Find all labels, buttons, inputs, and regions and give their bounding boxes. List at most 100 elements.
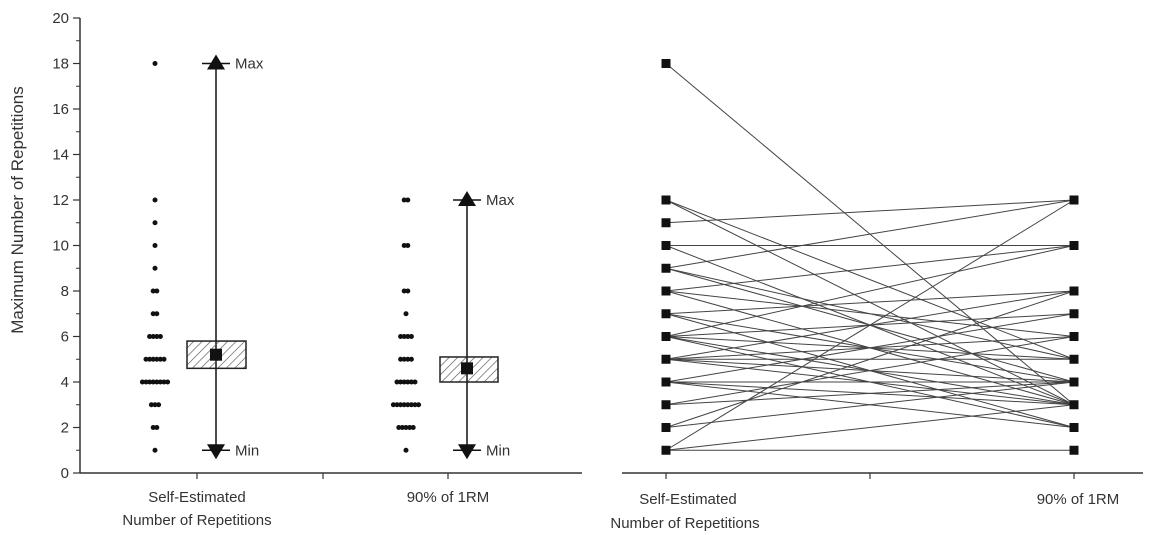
min-marker bbox=[458, 444, 476, 460]
mean-marker bbox=[461, 362, 473, 375]
data-point bbox=[143, 379, 149, 385]
data-point bbox=[405, 197, 411, 203]
data-point bbox=[398, 356, 404, 362]
data-point bbox=[156, 402, 162, 408]
data-point bbox=[405, 402, 411, 408]
data-point bbox=[150, 425, 156, 430]
y-tick-label-4: 4 bbox=[61, 374, 69, 391]
right-value-marker bbox=[1069, 286, 1079, 296]
data-point bbox=[405, 288, 411, 294]
data-point bbox=[154, 288, 160, 294]
data-point bbox=[408, 379, 414, 385]
subject-line bbox=[665, 199, 1075, 224]
left-value-marker bbox=[661, 332, 671, 341]
data-point bbox=[152, 265, 158, 271]
y-tick-label-0: 0 bbox=[61, 465, 69, 482]
data-point bbox=[408, 356, 414, 362]
y-tick-label-18: 18 bbox=[52, 56, 69, 73]
subject-line bbox=[665, 290, 1075, 428]
right-chart-axes bbox=[622, 472, 1143, 479]
subject-line bbox=[665, 381, 1075, 428]
y-tick-label-10: 10 bbox=[52, 238, 69, 255]
data-point bbox=[150, 288, 156, 294]
subject-line bbox=[665, 290, 1075, 337]
data-point bbox=[152, 197, 158, 203]
left-category-label-1-line2: Number of Repetitions bbox=[122, 512, 271, 529]
data-point bbox=[408, 334, 414, 339]
right-value-marker bbox=[1069, 309, 1079, 319]
data-point bbox=[396, 425, 402, 430]
max-label: Max bbox=[235, 56, 264, 73]
data-point bbox=[152, 402, 158, 408]
data-point bbox=[401, 356, 407, 362]
data-point bbox=[154, 334, 160, 339]
data-point bbox=[398, 402, 404, 408]
data-point bbox=[147, 379, 153, 385]
right-value-marker bbox=[1069, 423, 1079, 432]
y-tick-label-16: 16 bbox=[52, 101, 69, 118]
left-value-marker bbox=[661, 263, 671, 273]
data-point bbox=[152, 61, 158, 66]
data-point bbox=[410, 425, 416, 430]
data-point bbox=[147, 334, 153, 339]
left-value-marker bbox=[661, 309, 671, 319]
left-value-marker bbox=[661, 445, 671, 455]
data-point bbox=[403, 311, 409, 317]
left-value-marker bbox=[661, 218, 671, 228]
data-point bbox=[152, 243, 158, 248]
y-tick-label-6: 6 bbox=[61, 329, 69, 346]
subject-line bbox=[665, 404, 1075, 451]
data-point bbox=[412, 379, 418, 385]
left-value-marker bbox=[661, 286, 671, 296]
left-value-marker bbox=[661, 423, 671, 432]
data-point bbox=[405, 243, 411, 248]
data-point bbox=[398, 334, 404, 339]
data-point bbox=[154, 425, 160, 430]
subject-line bbox=[665, 199, 1075, 451]
data-point bbox=[401, 197, 407, 203]
data-point bbox=[154, 379, 160, 385]
data-point bbox=[398, 379, 404, 385]
left-value-marker bbox=[661, 377, 671, 387]
mean-marker bbox=[210, 348, 222, 361]
data-point bbox=[154, 311, 160, 317]
left-value-marker bbox=[661, 354, 671, 364]
left-value-marker bbox=[661, 241, 671, 250]
right-value-marker bbox=[1069, 195, 1079, 205]
data-point bbox=[401, 334, 407, 339]
data-point bbox=[401, 243, 407, 248]
data-point bbox=[150, 356, 156, 362]
subject-line bbox=[665, 336, 1075, 406]
data-point bbox=[416, 402, 422, 408]
left-category-label-1-line1: Self-Estimated bbox=[148, 489, 246, 506]
right-value-marker bbox=[1069, 377, 1079, 387]
subject-line bbox=[665, 245, 1075, 292]
data-point bbox=[405, 356, 411, 362]
data-point bbox=[157, 379, 163, 385]
right-value-marker bbox=[1069, 354, 1079, 364]
data-point bbox=[403, 425, 409, 430]
y-tick-label-20: 20 bbox=[52, 10, 69, 27]
data-point bbox=[407, 425, 413, 430]
right-chart-markers bbox=[661, 59, 1079, 455]
data-point bbox=[154, 356, 160, 362]
data-point bbox=[403, 447, 409, 453]
y-axis-label: Maximum Number of Repetitions bbox=[8, 86, 27, 334]
data-point bbox=[150, 379, 156, 385]
data-point bbox=[408, 402, 414, 408]
y-tick-label-14: 14 bbox=[52, 147, 69, 164]
data-point bbox=[147, 356, 153, 362]
data-point bbox=[401, 288, 407, 294]
y-tick-label-12: 12 bbox=[52, 192, 69, 209]
right-category-label-1-line2: Number of Repetitions bbox=[610, 515, 759, 532]
y-tick-label-2: 2 bbox=[61, 420, 69, 437]
data-point bbox=[401, 402, 407, 408]
data-point bbox=[150, 334, 156, 339]
data-point bbox=[152, 220, 158, 226]
subject-line bbox=[665, 290, 1075, 315]
data-point bbox=[148, 402, 154, 408]
data-point bbox=[401, 379, 407, 385]
left-value-marker bbox=[661, 59, 671, 68]
data-point bbox=[394, 379, 400, 385]
max-label: Max bbox=[486, 192, 515, 209]
